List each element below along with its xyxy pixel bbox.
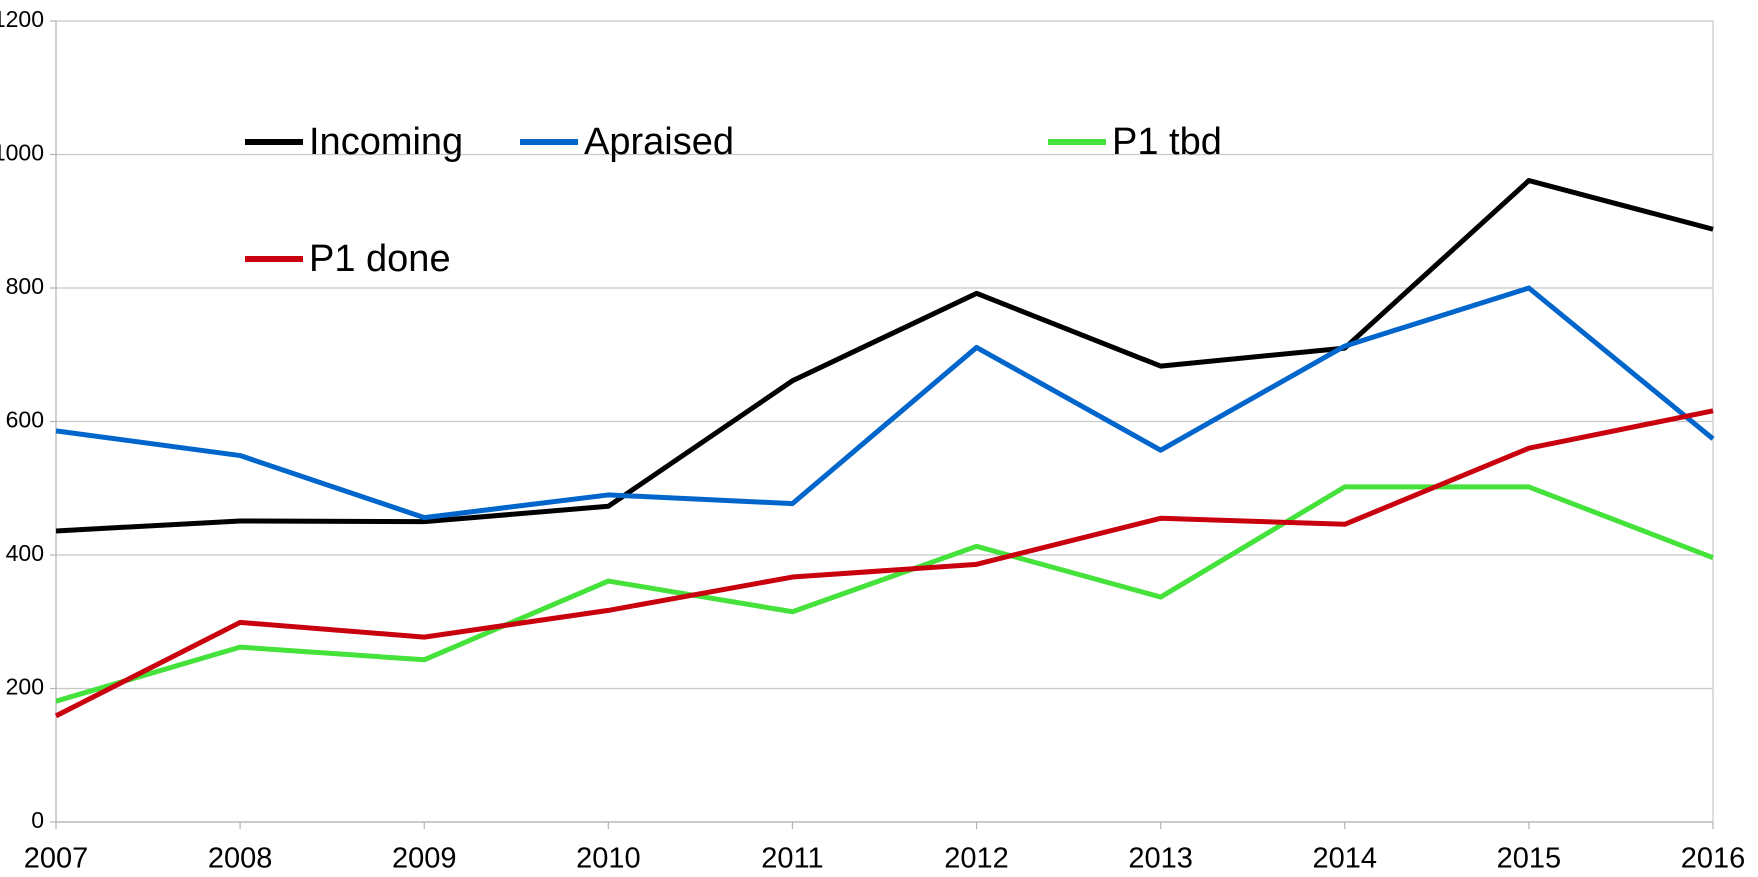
x-tick-label: 2008 <box>208 843 273 875</box>
legend-label: P1 done <box>309 238 451 280</box>
x-tick-label: 2015 <box>1497 843 1562 875</box>
legend-label: P1 tbd <box>1112 121 1222 163</box>
y-tick-label: 1000 <box>0 140 44 166</box>
x-tick-label: 2007 <box>24 843 89 875</box>
x-tick-label: 2016 <box>1681 843 1746 875</box>
y-tick-label: 1200 <box>0 6 44 32</box>
y-tick-label: 600 <box>6 407 44 433</box>
legend-label: Apraised <box>584 121 734 163</box>
y-tick-label: 0 <box>31 807 44 833</box>
series-line <box>54 408 1714 719</box>
x-tick-label: 2009 <box>392 843 457 875</box>
x-tick-label: 2010 <box>576 843 641 875</box>
x-tick-label: 2014 <box>1313 843 1378 875</box>
series-line <box>55 178 1714 534</box>
y-tick-label: 400 <box>6 540 44 566</box>
x-tick-label: 2013 <box>1128 843 1193 875</box>
series-line <box>55 285 1715 521</box>
y-tick-label: 200 <box>6 674 44 700</box>
y-tick-label: 800 <box>6 273 44 299</box>
x-tick-label: 2011 <box>761 843 823 875</box>
legend-label: Incoming <box>309 121 463 163</box>
x-tick-label: 2012 <box>944 843 1009 875</box>
